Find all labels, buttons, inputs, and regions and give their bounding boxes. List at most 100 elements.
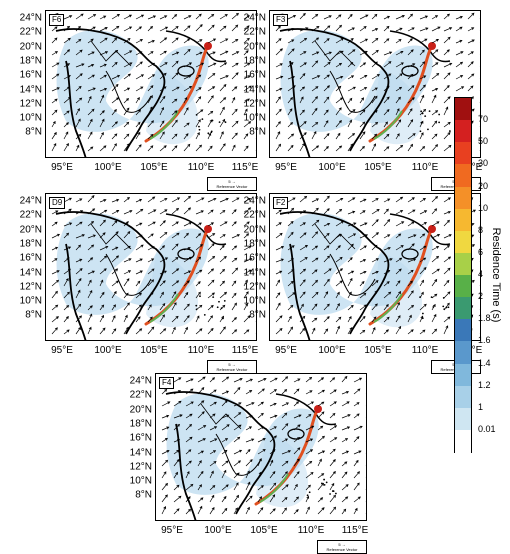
- colorbar-segment: [455, 142, 471, 165]
- panel-label: F2: [273, 197, 289, 209]
- latitude-label: 8°N: [135, 489, 152, 501]
- colorbar-segment: [455, 407, 471, 431]
- longitude-label: 105°E: [140, 345, 168, 356]
- wind-field-map: F6: [45, 10, 257, 158]
- longitude-label: 110°E: [411, 345, 439, 356]
- colorbar: [454, 97, 472, 453]
- reference-vector-box: 5 →Reference Vector: [207, 360, 257, 374]
- longitude-label: 115°E: [231, 162, 259, 173]
- longitude-label: 95°E: [275, 162, 297, 173]
- latitude-label: 14°N: [243, 267, 266, 278]
- longitude-label: 105°E: [364, 345, 392, 356]
- longitude-label: 110°E: [187, 345, 215, 356]
- colorbar-tick-label: 1.4: [478, 357, 491, 368]
- longitude-label: 110°E: [297, 525, 325, 536]
- colorbar-segment: [455, 98, 471, 121]
- colorbar-segment: [455, 208, 471, 232]
- latitude-label: 16°N: [243, 252, 266, 264]
- latitude-label: 16°N: [243, 69, 266, 81]
- latitude-label: 20°N: [19, 41, 42, 53]
- wind-field-map: F2: [269, 193, 481, 341]
- colorbar-tick-label: 1.6: [478, 335, 491, 346]
- latitude-label: 24°N: [19, 12, 42, 24]
- latitude-label: 10°N: [129, 475, 152, 487]
- colorbar-tick-label: 8: [478, 224, 484, 235]
- latitude-label: 14°N: [19, 84, 42, 95]
- map-panel-f6: F6 24°N 22°N 20°N 18°N 16°N 14°N 12°N 10°N 8°N 95°…: [20, 10, 258, 191]
- latitude-label: 16°N: [129, 432, 152, 444]
- latitude-label: 22°N: [19, 209, 42, 221]
- panel-label: F6: [49, 14, 65, 26]
- latitude-label: 18°N: [19, 55, 42, 67]
- latitude-label: 22°N: [19, 26, 42, 38]
- colorbar-tick-label: 4: [478, 269, 484, 279]
- map-panel-f2: F2 24°N 22°N 20°N 18°N 16°N 14°N 12°N 10°N 8°N 95°…: [244, 193, 482, 374]
- longitude-label: 100°E: [94, 345, 122, 356]
- colorbar-segment: [455, 252, 471, 276]
- reference-vector-label: Reference Vector: [216, 367, 248, 372]
- colorbar-segment: [455, 186, 471, 210]
- latitude-label: 12°N: [129, 461, 152, 473]
- wind-field-map: F3: [269, 10, 481, 158]
- longitude-label: 100°E: [318, 345, 346, 356]
- latitude-label: 8°N: [249, 309, 266, 321]
- longitude-label: 110°E: [187, 162, 215, 173]
- longitude-label: 95°E: [51, 162, 73, 173]
- map-panel-d9: D9 24°N 22°N 20°N 18°N 16°N 14°N 12°N 10°N 8°N 95°…: [20, 193, 258, 374]
- latitude-label: 10°N: [243, 112, 266, 124]
- longitude-label: 105°E: [250, 525, 278, 536]
- latitude-label: 20°N: [129, 404, 152, 416]
- longitude-label: 115°E: [231, 345, 259, 356]
- latitude-label: 24°N: [243, 12, 266, 24]
- colorbar-tick-label: 70: [478, 114, 489, 125]
- longitude-label: 110°E: [411, 162, 439, 173]
- latitude-label: 10°N: [19, 112, 42, 124]
- longitude-label: 95°E: [51, 345, 73, 356]
- colorbar-tick-label: 30: [478, 158, 489, 169]
- colorbar-tick-label: 1.2: [478, 379, 491, 390]
- latitude-label: 20°N: [243, 224, 266, 236]
- colorbar-segment: [455, 319, 471, 342]
- latitude-label: 20°N: [243, 41, 266, 53]
- panel-label: F4: [159, 377, 175, 389]
- latitude-label: 22°N: [243, 209, 266, 221]
- colorbar-segment: [455, 341, 471, 364]
- latitude-label: 18°N: [19, 238, 42, 250]
- latitude-label: 8°N: [249, 126, 266, 138]
- wind-field-map: F4: [155, 373, 367, 521]
- colorbar-segment: [455, 429, 471, 453]
- colorbar-segment: [455, 230, 471, 254]
- colorbar-tick-label: 10: [478, 202, 489, 213]
- latitude-label: 16°N: [19, 252, 42, 264]
- reference-vector-value: 5 →: [338, 542, 346, 547]
- reference-vector-label: Reference Vector: [216, 184, 248, 189]
- latitude-label: 14°N: [129, 447, 152, 458]
- map-panel-f3: F3 24°N 22°N 20°N 18°N 16°N 14°N 12°N 10°N 8°N 95°…: [244, 10, 482, 191]
- colorbar-tick-label: 1: [478, 401, 484, 412]
- latitude-label: 22°N: [129, 389, 152, 401]
- colorbar-segment: [455, 275, 471, 298]
- colorbar-tick-label: 1.8: [478, 313, 491, 324]
- latitude-label: 14°N: [243, 84, 266, 95]
- longitude-label: 95°E: [161, 525, 183, 536]
- longitude-label: 100°E: [94, 162, 122, 173]
- latitude-label: 12°N: [19, 281, 42, 293]
- latitude-label: 10°N: [243, 295, 266, 307]
- reference-vector-box: 5 →Reference Vector: [207, 177, 257, 191]
- latitude-label: 24°N: [129, 375, 152, 387]
- longitude-label: 105°E: [140, 162, 168, 173]
- latitude-label: 24°N: [243, 195, 266, 207]
- latitude-label: 14°N: [19, 267, 42, 278]
- longitude-label: 105°E: [364, 162, 392, 173]
- longitude-label: 95°E: [275, 345, 297, 356]
- map-panel-f4: F4 24°N 22°N 20°N 18°N 16°N 14°N 12°N 10°N 8°N 95°…: [130, 373, 368, 554]
- latitude-label: 10°N: [19, 295, 42, 307]
- colorbar-segment: [455, 120, 471, 143]
- latitude-label: 8°N: [25, 309, 42, 321]
- longitude-label: 100°E: [318, 162, 346, 173]
- longitude-label: 115°E: [341, 525, 369, 536]
- reference-vector-value: 5 →: [228, 179, 236, 184]
- latitude-label: 12°N: [243, 98, 266, 110]
- colorbar-segment: [455, 297, 471, 320]
- colorbar-tick-label: 0.01: [478, 423, 496, 434]
